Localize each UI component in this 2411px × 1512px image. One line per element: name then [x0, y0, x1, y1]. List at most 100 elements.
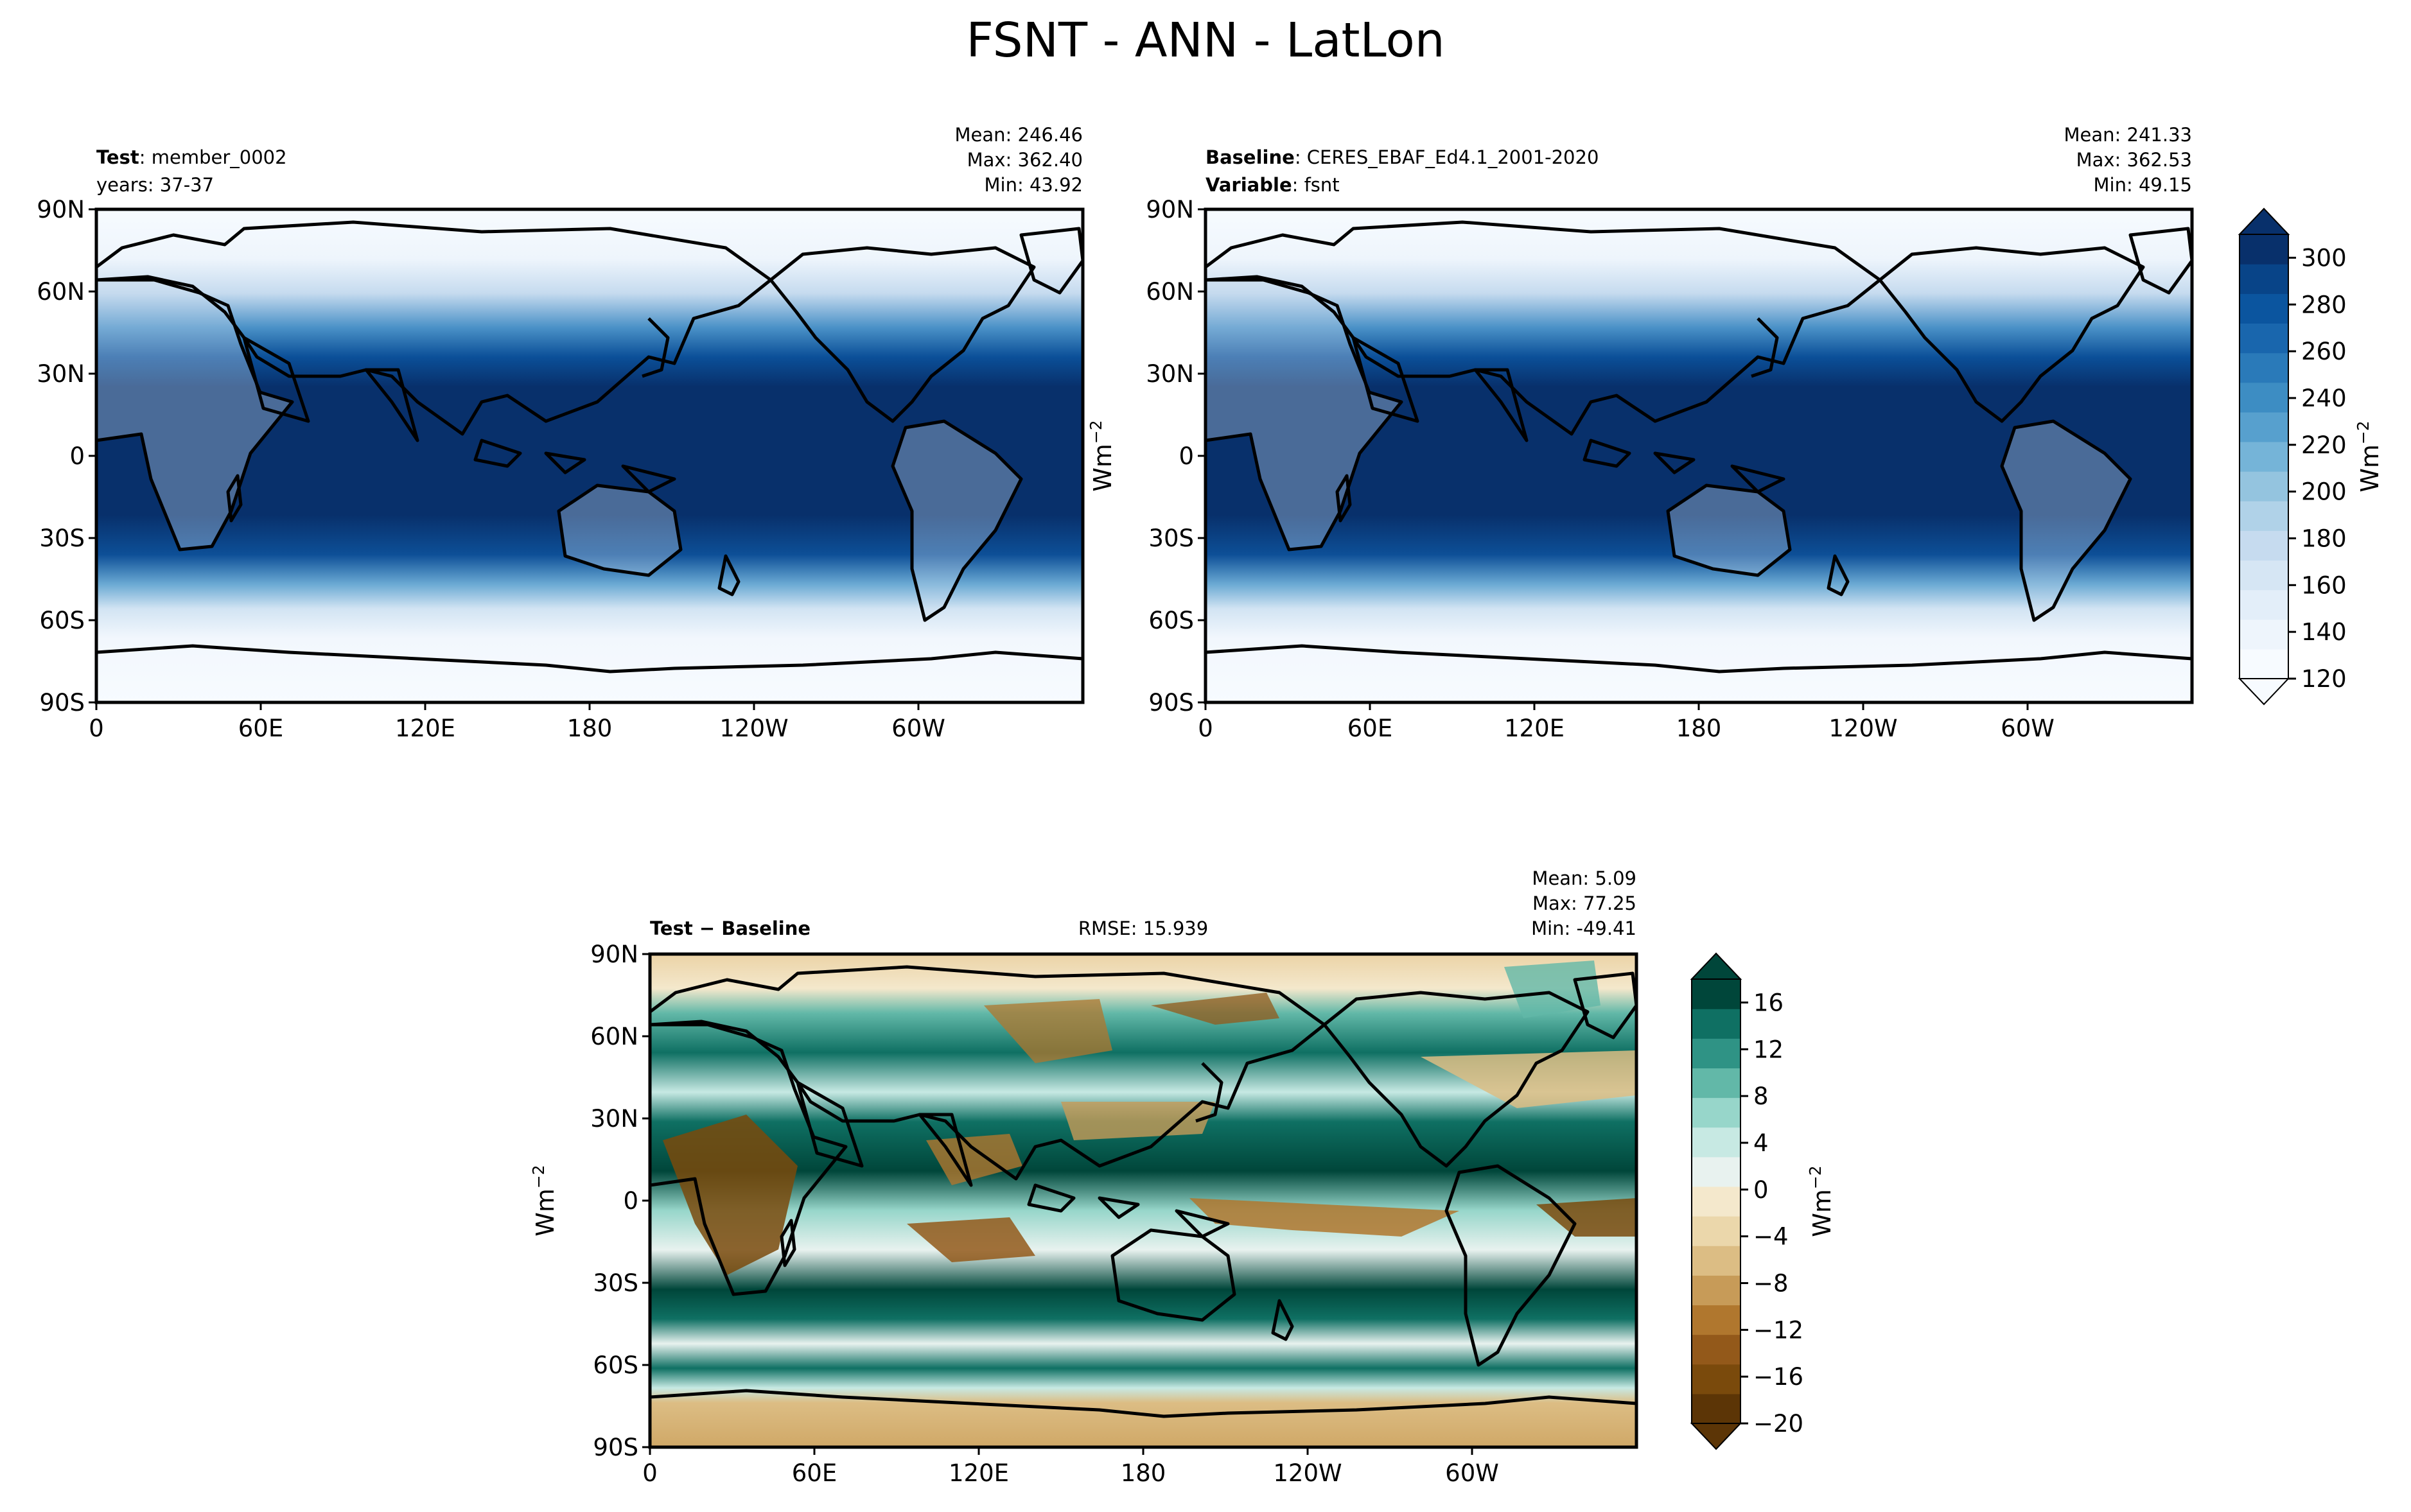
baseline-stat-min: Min: 49.15 [2094, 174, 2192, 196]
y-tick-label: 90N [590, 941, 638, 968]
baseline-title-rest: : CERES_EBAF_Ed4.1_2001-2020 [1295, 146, 1599, 168]
x-tick-label: 120E [1504, 715, 1565, 742]
difference-panel: Test − Baseline RMSE: 15.939 Mean: 5.09 … [529, 867, 1836, 1487]
y-tick-label: 60S [39, 607, 85, 634]
y-tick-label: 30N [37, 360, 85, 388]
x-tick-label: 60E [792, 1459, 837, 1487]
colorbar-swatch [1692, 1156, 1740, 1187]
colorbar-tick-label: 12 [1753, 1036, 1784, 1063]
y-tick-label: 60N [37, 278, 85, 306]
colorbar-label-sup: −2 [1806, 1165, 1825, 1189]
colorbar-tick-label: −4 [1753, 1223, 1789, 1251]
test-x-ticks: 0 60E 120E 180 120W 60W [89, 702, 945, 742]
shared-y-label-sup: −2 [1087, 420, 1105, 444]
colorbar-swatch [2240, 619, 2288, 650]
test-stat-max: Max: 362.40 [967, 149, 1083, 171]
colorbar-extend-max-icon [2238, 207, 2290, 235]
colorbar-swatch [2240, 234, 2288, 265]
test-title: Test: member_0002 [96, 146, 287, 168]
difference-y-ticks: 90N 60N 30N 0 30S 60S 90S [590, 941, 650, 1461]
x-tick-label: 180 [1676, 715, 1722, 742]
test-panel: Test: member_0002 years: 37-37 Mean: 246… [37, 124, 1085, 742]
colorbar-swatch [2240, 382, 2288, 413]
colorbar-tick-label: 200 [2301, 478, 2347, 506]
x-tick-label: 120E [949, 1459, 1009, 1487]
colorbar-extend-min-icon [1690, 1423, 1742, 1450]
colorbar-swatch [2240, 264, 2288, 294]
colorbar-tick-label: −8 [1753, 1269, 1789, 1297]
difference-title: Test − Baseline [650, 917, 811, 939]
colorbar-tick-label: 160 [2301, 571, 2347, 599]
colorbar-swatch [1692, 1275, 1740, 1306]
y-tick-label: 60S [1148, 607, 1194, 634]
difference-stat-mean: Mean: 5.09 [1532, 867, 1636, 889]
colorbar-swatch [1692, 1127, 1740, 1158]
colorbar-extend-max-icon [1690, 952, 1742, 980]
y-tick-label: 90N [37, 196, 85, 223]
colorbar-tick-label: 0 [1753, 1176, 1769, 1204]
y-tick-label: 30S [593, 1269, 638, 1297]
colorbar-tick-label: −12 [1753, 1316, 1803, 1344]
x-tick-label: 180 [567, 715, 613, 742]
colorbar-tick-label: 300 [2301, 244, 2347, 272]
colorbar-swatch [1692, 1068, 1740, 1099]
colorbar-frame [2239, 234, 2289, 679]
colorbar-swatch [1692, 1216, 1740, 1246]
colorbar-swatch [1692, 1097, 1740, 1128]
x-tick-label: 60W [891, 715, 945, 742]
colorbar-swatch [2240, 530, 2288, 561]
colorbar-swatch [1692, 1038, 1740, 1068]
colorbar-swatch [2240, 560, 2288, 591]
difference-anomalies [663, 960, 1636, 1275]
colorbar-swatch [2240, 352, 2288, 383]
y-tick-label: 90S [1148, 689, 1194, 717]
difference-y-label: Wm−2 [529, 1165, 559, 1236]
colorbar-tick-label: 280 [2301, 291, 2347, 318]
x-tick-label: 120W [719, 715, 788, 742]
colorbar-swatch [1692, 1305, 1740, 1335]
test-stat-min: Min: 43.92 [985, 174, 1083, 196]
baseline-map-field [1206, 209, 2192, 702]
test-title-bold: Test [96, 146, 139, 168]
x-tick-label: 120W [1828, 715, 1897, 742]
baseline-colorbar: 120 140 160 180 200 220 240 260 280 300 Wm−2 [2238, 207, 2384, 706]
colorbar-tick-label: 4 [1753, 1129, 1769, 1157]
y-tick-label: 60S [593, 1351, 638, 1379]
x-tick-label: 0 [89, 715, 104, 742]
test-stat-mean: Mean: 246.46 [955, 124, 1083, 146]
colorbar-label-base: Wm [1808, 1189, 1836, 1237]
x-tick-label: 120W [1273, 1459, 1342, 1487]
colorbar-swatch [1692, 1246, 1740, 1276]
baseline-x-ticks: 0 60E 120E 180 120W 60W [1198, 702, 2055, 742]
y-tick-label: 0 [1179, 442, 1194, 470]
x-tick-label: 60E [1347, 715, 1392, 742]
colorbar-tick-label: 220 [2301, 431, 2347, 459]
baseline-stat-mean: Mean: 241.33 [2064, 124, 2192, 146]
y-tick-label: 30N [1146, 360, 1194, 388]
baseline-subtitle: Variable: fsnt [1206, 174, 1340, 196]
difference-y-label-base: Wm [531, 1188, 559, 1237]
baseline-stat-max: Max: 362.53 [2076, 149, 2192, 171]
colorbar-label: Wm−2 [1806, 1165, 1836, 1237]
baseline-subtitle-rest: : fsnt [1292, 174, 1340, 196]
baseline-panel: Baseline: CERES_EBAF_Ed4.1_2001-2020 Var… [1087, 124, 2384, 742]
difference-stat-min: Min: -49.41 [1531, 917, 1636, 939]
x-tick-label: 0 [1198, 715, 1213, 742]
difference-y-label-sup: −2 [529, 1165, 548, 1188]
difference-title-bold: Test [650, 917, 693, 939]
y-tick-label: 60N [1146, 278, 1194, 306]
colorbar-label-sup: −2 [2354, 421, 2372, 444]
x-tick-label: 60W [2001, 715, 2055, 742]
baseline-land-tint [1206, 280, 2130, 620]
x-tick-label: 60E [238, 715, 283, 742]
colorbar-swatch [2240, 471, 2288, 501]
test-land-tint [96, 280, 1021, 620]
page-title: FSNT - ANN - LatLon [966, 13, 1445, 68]
colorbar-tick-label: −20 [1753, 1410, 1803, 1438]
y-tick-label: 60N [590, 1023, 638, 1050]
colorbar-swatch [2240, 412, 2288, 442]
colorbar-tick-label: 8 [1753, 1082, 1769, 1110]
y-tick-label: 30N [590, 1105, 638, 1133]
colorbar-swatch [1692, 1393, 1740, 1424]
